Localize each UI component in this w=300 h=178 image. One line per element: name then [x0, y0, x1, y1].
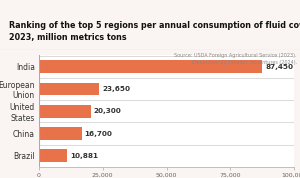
- Bar: [39, 60, 262, 73]
- Bar: [39, 83, 99, 95]
- Text: 23,650: 23,650: [102, 86, 130, 92]
- Text: Source: USDA Foreign Agricultural Service (2023).
Elaborated by Datadec Adventur: Source: USDA Foreign Agricultural Servic…: [175, 53, 297, 65]
- Bar: [39, 105, 91, 118]
- Bar: [39, 127, 82, 140]
- Text: 10,881: 10,881: [70, 153, 98, 159]
- Text: Ranking of the top 5 regions per annual consumption of fluid cow milk in
2023, m: Ranking of the top 5 regions per annual …: [9, 21, 300, 42]
- Text: 16,700: 16,700: [85, 130, 112, 137]
- Text: 20,300: 20,300: [94, 108, 122, 114]
- Text: 87,450: 87,450: [265, 64, 293, 70]
- Bar: [39, 149, 67, 162]
